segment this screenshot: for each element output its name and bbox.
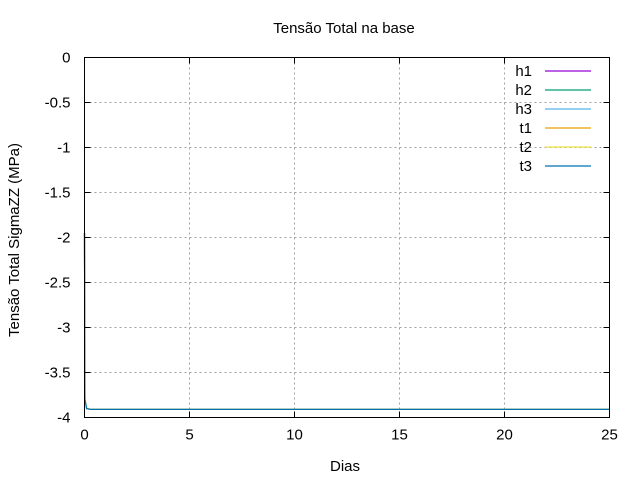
y-tick-label: -3.5 — [45, 365, 71, 382]
legend-label-h2: h2 — [515, 82, 532, 99]
legend-label-t3: t3 — [519, 158, 532, 175]
x-tick-label: 15 — [391, 427, 408, 444]
legend-label-t2: t2 — [519, 139, 532, 156]
x-tick-label: 25 — [601, 427, 618, 444]
x-axis-label: Dias — [330, 458, 360, 475]
y-tick-label: -0.5 — [45, 95, 71, 112]
chart-title: Tensão Total na base — [273, 20, 415, 37]
y-tick-label: -2.5 — [45, 275, 71, 292]
legend-label-h1: h1 — [515, 63, 532, 80]
x-tick-label: 20 — [496, 427, 513, 444]
y-tick-label: -3 — [57, 320, 70, 337]
x-tick-label: 5 — [185, 427, 193, 444]
legend-label-t1: t1 — [519, 120, 532, 137]
x-tick-label: 0 — [80, 427, 88, 444]
y-tick-label: -4 — [57, 410, 70, 427]
y-tick-label: -1.5 — [45, 185, 71, 202]
legend: h1 h2 h3 t1 t2 t3 — [515, 63, 591, 175]
y-tick-label: -2 — [57, 230, 70, 247]
x-tick-label: 10 — [286, 427, 303, 444]
y-tick-label: 0 — [62, 50, 70, 67]
y-tick-label: -1 — [57, 140, 70, 157]
grid — [84, 57, 610, 418]
y-axis-label: Tensão Total SigmaZZ (MPa) — [6, 143, 23, 337]
ticks: 0 5 10 15 20 25 0 -0.5 -1 -1.5 -2 -2.5 -3 -3.5 -4 — [45, 50, 618, 444]
legend-label-h3: h3 — [515, 101, 532, 118]
